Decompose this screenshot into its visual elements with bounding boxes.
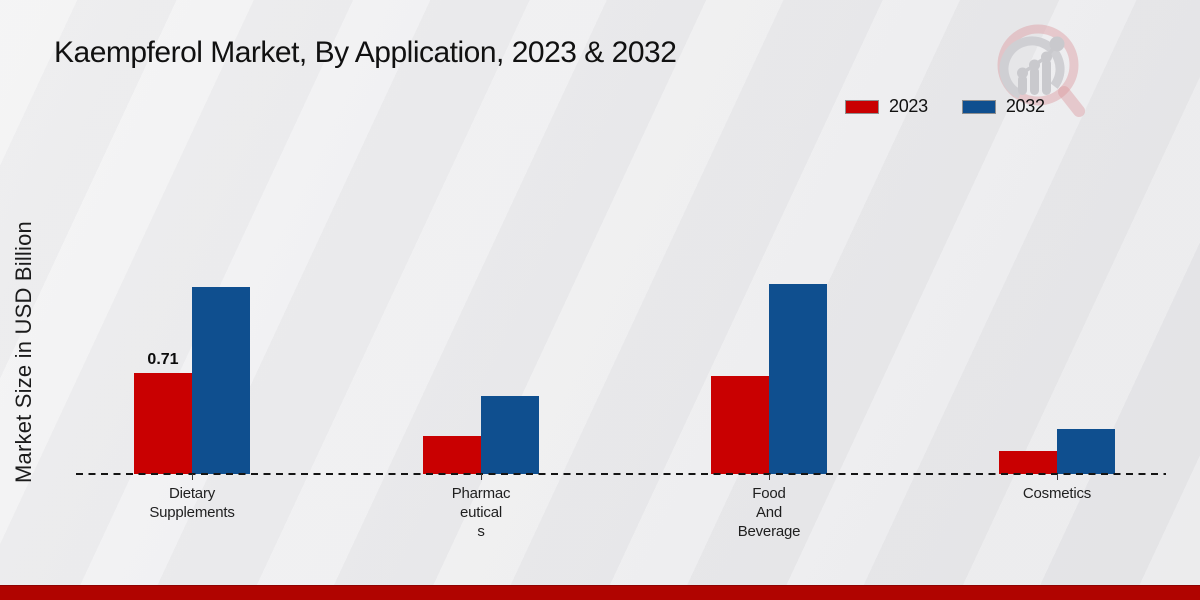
x-axis-tick <box>192 474 193 480</box>
bar-2023-cosmetics <box>999 451 1057 474</box>
chart-title: Kaempferol Market, By Application, 2023 … <box>54 36 677 69</box>
magnifier-bar-chart-logo-icon <box>997 24 1085 117</box>
legend-item-2032: 2032 <box>961 96 1045 117</box>
bar-2032-dietary-supplements <box>192 287 250 474</box>
bar-2032-cosmetics <box>1057 429 1115 474</box>
legend-swatch-2023 <box>845 99 879 114</box>
legend: 2023 2032 <box>845 96 1045 117</box>
legend-label: 2032 <box>1005 96 1045 116</box>
x-axis-tick <box>1057 474 1058 480</box>
legend-item-2023: 2023 <box>845 96 928 117</box>
bar-2023-pharmaceuticals <box>423 436 481 474</box>
bar-2023-food-and-beverage <box>711 376 769 474</box>
bar-value-label: 0.71 <box>147 351 179 368</box>
x-tick-label-food-and-beverage: Food And Beverage <box>737 485 801 540</box>
x-axis-tick <box>769 474 770 480</box>
legend-swatch-2032 <box>961 99 996 114</box>
footer-accent-bar <box>0 585 1200 600</box>
bar-2032-food-and-beverage <box>769 284 827 474</box>
x-axis-tick <box>481 474 482 480</box>
y-axis-label: Market Size in USD Billion <box>11 221 36 483</box>
bar-2032-pharmaceuticals <box>481 396 539 474</box>
bar-2023-dietary-supplements <box>134 373 192 474</box>
x-tick-label-cosmetics: Cosmetics <box>1022 485 1092 502</box>
x-tick-label-pharmaceuticals: Pharmac eutical s <box>451 485 511 540</box>
legend-label: 2023 <box>889 96 928 116</box>
x-tick-label-dietary-supplements: Dietary Supplements <box>149 485 235 521</box>
